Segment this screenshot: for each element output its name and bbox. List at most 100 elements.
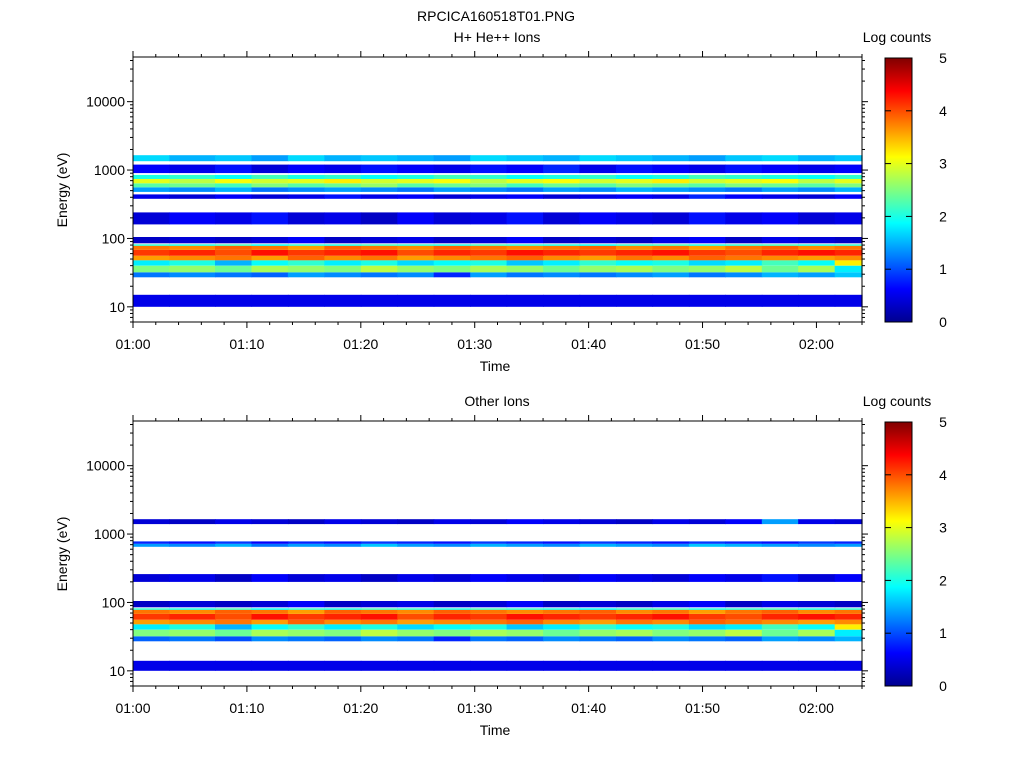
heatmap-cell: [798, 624, 836, 630]
heatmap-cell: [761, 237, 799, 244]
heatmap-cell: [433, 660, 471, 671]
heatmap-cell: [133, 636, 170, 642]
x-axis-label: Time: [480, 358, 511, 374]
heatmap-cell: [251, 260, 289, 266]
heatmap-cell: [652, 543, 690, 547]
heatmap-cell: [652, 265, 690, 273]
heatmap-cell: [433, 164, 471, 174]
heatmap-cell: [834, 212, 863, 225]
heatmap-cell: [433, 608, 471, 610]
heatmap-cell: [433, 541, 471, 544]
heatmap-cell: [616, 245, 654, 250]
heatmap-cell: [616, 194, 654, 199]
heatmap-cell: [169, 541, 216, 544]
heatmap-cell: [543, 543, 581, 547]
heatmap-cell: [287, 212, 325, 225]
heatmap-cell: [251, 244, 289, 246]
heatmap-cell: [397, 194, 435, 199]
heatmap-cell: [360, 183, 398, 188]
heatmap-cell: [506, 609, 544, 614]
x-tick-label: 02:00: [799, 336, 834, 352]
colorbar-tick-label: 0: [939, 678, 947, 694]
x-tick-label: 01:50: [685, 336, 720, 352]
heatmap-cell: [506, 619, 544, 625]
heatmap-cell: [652, 609, 690, 614]
heatmap-cell: [725, 629, 763, 637]
heatmap-cell: [761, 155, 799, 162]
heatmap-cell: [616, 601, 654, 608]
heatmap-cell: [688, 212, 726, 225]
heatmap-cell: [652, 179, 690, 184]
heatmap-cell: [725, 619, 763, 625]
heatmap-cell: [506, 613, 544, 620]
heatmap-cell: [579, 249, 617, 256]
heatmap-cell: [834, 619, 863, 625]
heatmap-cell: [397, 265, 435, 273]
heatmap-cell: [251, 272, 289, 278]
heatmap-cell: [470, 294, 508, 307]
heatmap-cell: [616, 519, 654, 525]
heatmap-cell: [397, 294, 435, 307]
y-tick-label: 10000: [86, 458, 125, 474]
heatmap-cell: [688, 541, 726, 544]
heatmap-cell: [834, 237, 863, 244]
heatmap-cell: [761, 608, 799, 610]
heatmap-cell: [287, 629, 325, 637]
heatmap-cell: [287, 608, 325, 610]
heatmap-cell: [652, 183, 690, 188]
heatmap-cell: [688, 249, 726, 256]
heatmap-cell: [360, 164, 398, 174]
heatmap-cell: [169, 294, 216, 307]
heatmap-cell: [470, 619, 508, 625]
heatmap-cell: [834, 294, 863, 307]
heatmap-cell: [215, 260, 253, 266]
heatmap-cell: [506, 155, 544, 162]
heatmap-cell: [834, 164, 863, 174]
heatmap-cell: [543, 294, 581, 307]
heatmap-cell: [761, 194, 799, 199]
heatmap-cell: [433, 212, 471, 225]
heatmap-cell: [287, 164, 325, 174]
heatmap-cell: [579, 187, 617, 192]
heatmap-cell: [688, 543, 726, 547]
heatmap-cell: [397, 187, 435, 192]
colorbar-tick-label: 3: [939, 520, 947, 536]
heatmap-cell: [543, 255, 581, 261]
heatmap-cell: [798, 543, 836, 547]
heatmap-cell: [834, 519, 863, 525]
heatmap-cell: [287, 543, 325, 547]
heatmap-cell: [215, 212, 253, 225]
figure-title: RPCICA160518T01.PNG: [417, 8, 575, 24]
heatmap-cell: [579, 272, 617, 278]
heatmap-cell: [834, 574, 863, 582]
heatmap-cell: [798, 260, 836, 266]
heatmap-cell: [324, 660, 362, 671]
y-tick-label: 1000: [94, 162, 125, 178]
heatmap-cell: [761, 636, 799, 642]
heatmap-cell: [169, 260, 216, 266]
heatmap-cell: [433, 260, 471, 266]
heatmap-cell: [324, 244, 362, 246]
heatmap-cell: [798, 613, 836, 620]
heatmap-cell: [725, 541, 763, 544]
heatmap-cell: [360, 619, 398, 625]
x-tick-label: 01:20: [343, 700, 378, 716]
heatmap-cell: [251, 601, 289, 608]
heatmap-cell: [287, 183, 325, 188]
heatmap-cell: [397, 519, 435, 525]
heatmap-cell: [579, 613, 617, 620]
x-tick-label: 02:00: [799, 700, 834, 716]
heatmap-cell: [215, 609, 253, 614]
heatmap-cell: [725, 245, 763, 250]
heatmap-cell: [798, 574, 836, 582]
heatmap-cell: [543, 244, 581, 246]
colorbar: [884, 421, 913, 687]
heatmap-cell: [251, 624, 289, 630]
colorbar-label: Log counts: [863, 29, 932, 45]
heatmap-cell: [688, 265, 726, 273]
heatmap-cell: [798, 194, 836, 199]
heatmap-cell: [433, 519, 471, 525]
heatmap-cell: [543, 174, 581, 179]
heatmap-cell: [652, 608, 690, 610]
heatmap-cell: [287, 187, 325, 192]
